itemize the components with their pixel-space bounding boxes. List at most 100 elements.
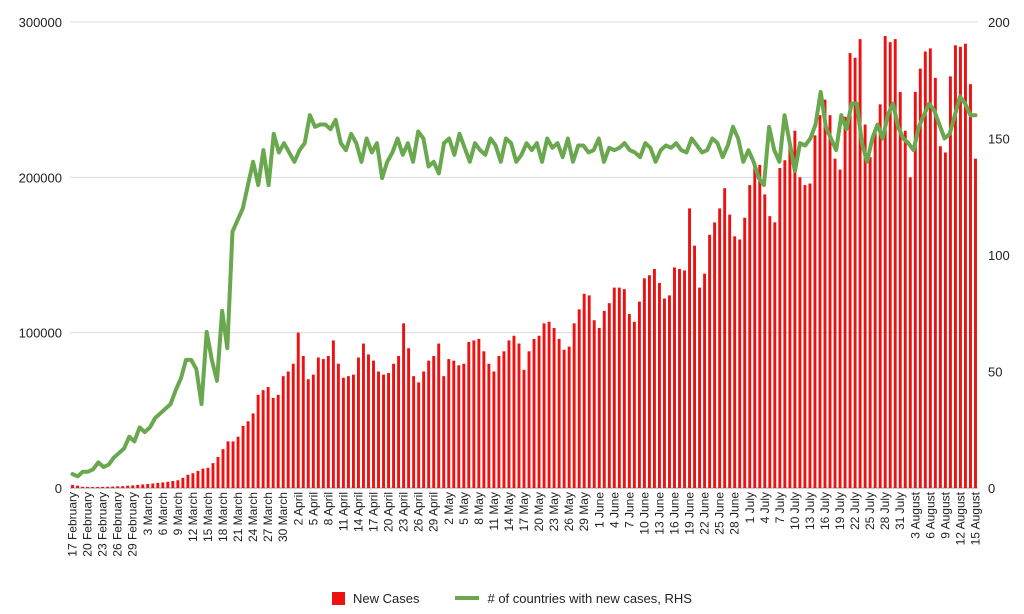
bar (848, 53, 852, 488)
bar (71, 484, 74, 488)
bar (166, 481, 170, 488)
x-tick-label: 10 July (788, 492, 802, 530)
bar (407, 348, 411, 488)
x-tick-label: 16 June (668, 492, 682, 535)
x-tick-label: 18 March (216, 492, 230, 542)
x-tick-label: 1 June (592, 492, 606, 528)
bar (256, 394, 260, 488)
left-tick-label: 300000 (19, 15, 62, 30)
x-tick-label: 11 May (487, 492, 501, 530)
bar (76, 485, 79, 488)
bar (763, 194, 767, 489)
x-tick-label: 17 April (367, 492, 381, 532)
bar (562, 349, 566, 488)
x-tick-label: 11 April (336, 492, 350, 531)
bar (286, 371, 290, 488)
legend-item-countries: # of countries with new cases, RHS (455, 591, 692, 606)
bar (422, 371, 426, 488)
bar (372, 360, 375, 488)
bar (81, 486, 84, 488)
bar (788, 146, 792, 488)
x-tick-label: 8 April (321, 492, 335, 525)
bar (452, 360, 456, 488)
x-tick-label: 15 August (968, 491, 982, 545)
x-tick-label: 23 May (547, 492, 561, 531)
bar (893, 39, 897, 489)
legend-label-new-cases: New Cases (353, 590, 420, 606)
bar (507, 340, 511, 488)
bar (617, 287, 621, 488)
bar (813, 135, 817, 488)
x-tick-label: 9 March (171, 492, 185, 535)
bar (216, 456, 220, 488)
bar (427, 360, 431, 488)
bar (291, 363, 295, 488)
bar (206, 467, 210, 488)
x-tick-label: 17 February (66, 492, 80, 557)
x-tick-label: 20 May (532, 492, 546, 531)
bar (903, 130, 907, 489)
bar (572, 323, 576, 488)
legend: New Cases # of countries with new cases,… (0, 589, 1024, 607)
bar (733, 236, 737, 488)
bar (276, 394, 280, 488)
x-tick-label: 10 June (637, 492, 651, 535)
bar (632, 321, 636, 488)
right-tick-label: 150 (988, 132, 1010, 147)
bar (964, 43, 967, 488)
x-tick-label: 28 July (878, 492, 892, 530)
legend-swatch-bar (332, 591, 346, 605)
x-tick-label: 29 February (126, 492, 140, 557)
bar (743, 217, 747, 488)
x-tick-label: 27 March (261, 492, 275, 542)
bar (306, 379, 310, 488)
bar (246, 421, 250, 488)
bar (126, 485, 130, 488)
bar (86, 486, 90, 488)
bar (221, 449, 225, 488)
bar (969, 84, 972, 488)
bar (321, 359, 325, 488)
bar (703, 273, 707, 488)
bar (688, 208, 691, 488)
bar (532, 338, 536, 488)
bar (878, 104, 882, 488)
x-tick-label: 19 June (683, 492, 697, 535)
x-tick-label: 20 February (81, 492, 95, 557)
bar (693, 245, 697, 488)
bar (146, 483, 150, 488)
bar (91, 487, 95, 488)
bar (367, 354, 370, 488)
x-tick-label: 4 June (607, 492, 621, 528)
bar (457, 365, 461, 488)
legend-item-new-cases: New Cases (332, 591, 419, 606)
bar (261, 390, 265, 488)
bar (316, 357, 320, 488)
bar (362, 343, 365, 488)
right-tick-label: 50 (988, 365, 1002, 380)
bar (331, 340, 335, 488)
bar (898, 91, 902, 489)
x-tick-label: 14 April (351, 492, 365, 532)
bar (642, 278, 646, 488)
x-tick-label: 17 May (517, 492, 531, 531)
bar (437, 343, 441, 488)
bar (191, 473, 195, 488)
bar (597, 328, 601, 488)
x-tick-label: 26 May (562, 492, 576, 531)
bar (231, 441, 235, 488)
bar (637, 301, 641, 488)
bar (798, 177, 802, 488)
x-tick-label: 15 March (201, 492, 215, 542)
x-tick-label: 23 April (397, 492, 411, 532)
bar (136, 484, 140, 488)
bar (868, 157, 872, 488)
bar (883, 35, 887, 488)
bar (186, 474, 190, 488)
legend-swatch-line (455, 596, 480, 600)
bar (432, 355, 436, 488)
bar (226, 441, 230, 488)
bar (301, 355, 305, 488)
bar (517, 343, 521, 488)
